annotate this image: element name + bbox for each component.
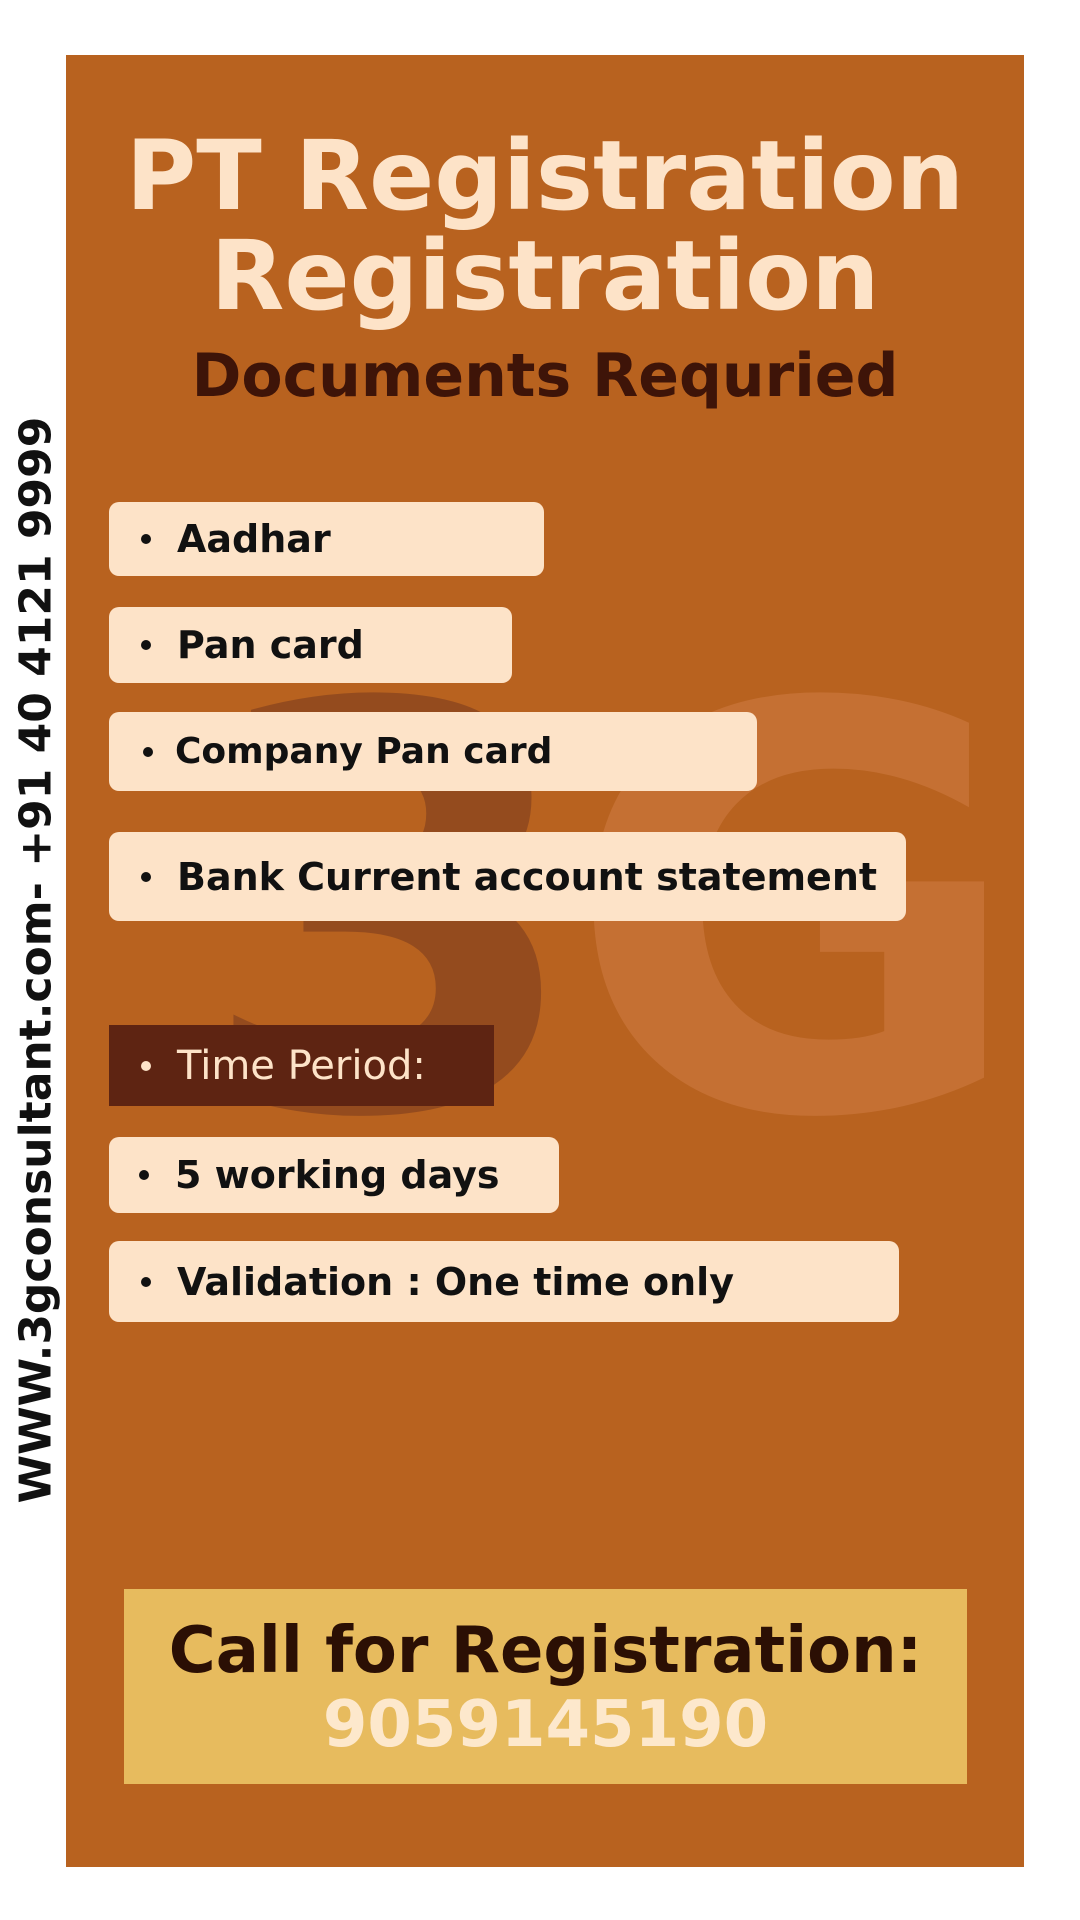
bullet-icon	[141, 534, 151, 544]
document-item-pan-card: Pan card	[109, 607, 512, 683]
call-label: Call for Registration:	[168, 1614, 923, 1688]
detail-item-validation: Validation : One time only	[109, 1241, 899, 1322]
bullet-icon	[141, 1060, 151, 1071]
document-label: Aadhar	[177, 517, 331, 561]
bullet-icon	[141, 640, 151, 650]
phone-number[interactable]: 9059145190	[322, 1688, 769, 1762]
document-label: Pan card	[177, 623, 364, 667]
detail-item-working-days: 5 working days	[109, 1137, 559, 1213]
document-item-bank-statement: Bank Current account statement	[109, 832, 906, 921]
document-label: Company Pan card	[175, 731, 553, 772]
title-line-2: Registration	[210, 220, 880, 332]
document-label: Bank Current account statement	[177, 854, 878, 899]
document-item-company-pan-card: Company Pan card	[109, 712, 757, 791]
detail-label: Validation : One time only	[177, 1259, 734, 1304]
bullet-icon	[139, 1170, 149, 1180]
detail-label: 5 working days	[175, 1153, 500, 1197]
bullet-icon	[141, 871, 151, 882]
call-to-action-box: Call for Registration: 9059145190	[124, 1589, 967, 1784]
time-period-text: Time Period:	[177, 1042, 426, 1089]
subtitle: Documents Requried	[191, 341, 899, 411]
document-item-aadhar: Aadhar	[109, 502, 544, 576]
title-line-1: PT Registration	[125, 120, 965, 232]
bullet-icon	[141, 1276, 151, 1287]
website-phone-vertical-text: WWW.3gconsultant.com- +91 40 4121 9999	[10, 416, 62, 1504]
time-period-label: Time Period:	[109, 1025, 494, 1106]
bullet-icon	[143, 746, 153, 757]
